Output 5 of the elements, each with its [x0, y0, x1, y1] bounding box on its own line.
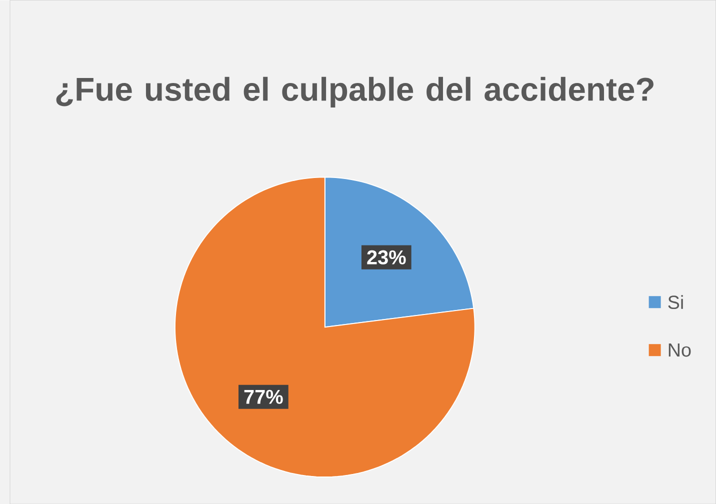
chart-title: ¿Fue usted el culpable del accidente? — [56, 76, 654, 108]
data-label: 77% — [244, 390, 283, 404]
data-label: 23% — [367, 250, 406, 264]
legend-label: Si — [668, 295, 683, 309]
legend-label: No — [668, 343, 691, 357]
